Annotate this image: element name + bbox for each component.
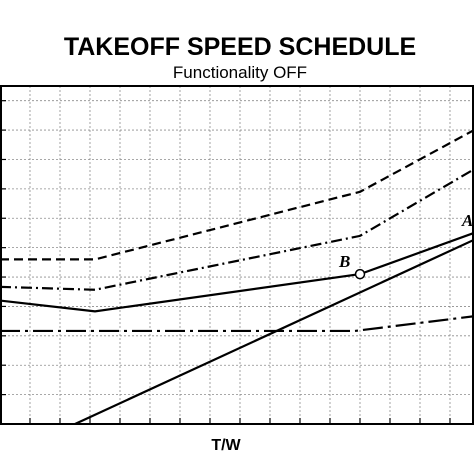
plot-frame [0, 85, 474, 425]
series-line-5 [74, 238, 474, 425]
plot-border [0, 85, 474, 425]
series-layer [0, 129, 474, 425]
series-line-2 [0, 168, 474, 291]
point-label-a: A [461, 211, 473, 230]
series-line-3 [0, 231, 474, 313]
chart-title: TAKEOFF SPEED SCHEDULE [64, 33, 416, 61]
point-marker-b [354, 268, 366, 280]
series-line-4 [0, 315, 474, 333]
grid-layer [0, 86, 474, 424]
series-line-1 [0, 129, 474, 261]
chart-subtitle: Functionality OFF [173, 63, 307, 82]
x-axis-label: T/W [211, 437, 241, 454]
annotation-layer: BA [338, 211, 473, 280]
point-label-b: B [338, 252, 350, 271]
